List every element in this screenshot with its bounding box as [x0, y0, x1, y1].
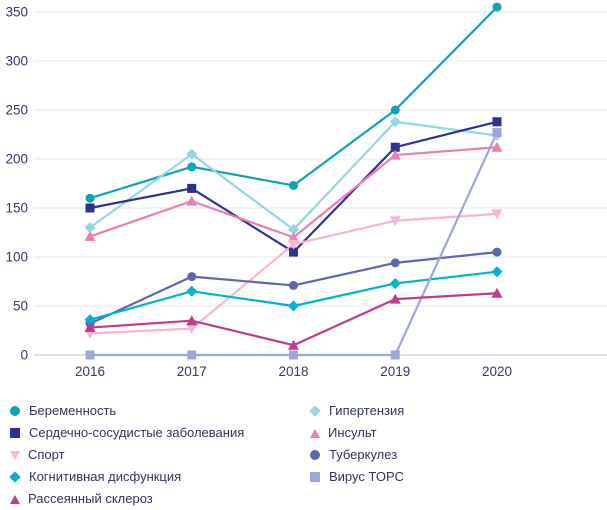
- legend-label: Сердечно-сосудистые заболевания: [29, 425, 245, 440]
- data-point-series-6[interactable]: [288, 300, 299, 312]
- legend-label: Инсульт: [328, 425, 377, 440]
- diamond-marker-icon: [309, 405, 321, 417]
- legend-label: Вирус ТОРС: [329, 469, 404, 484]
- data-point-series-2[interactable]: [85, 203, 95, 213]
- data-point-series-4[interactable]: [186, 324, 198, 335]
- circle-marker-icon: [310, 450, 320, 460]
- y-tick-label: 300: [5, 54, 28, 69]
- y-tick-label: 150: [5, 201, 28, 216]
- circle-marker-icon: [10, 406, 20, 416]
- diamond-marker-icon: [9, 471, 21, 483]
- data-point-series-5[interactable]: [492, 247, 502, 257]
- legend-label: Когнитивная дисфункция: [29, 469, 182, 484]
- data-point-series-8[interactable]: [491, 287, 503, 298]
- data-point-series-3[interactable]: [491, 141, 503, 152]
- data-point-series-1[interactable]: [288, 224, 299, 236]
- triangle-up-marker-icon: [310, 428, 320, 438]
- data-point-series-6[interactable]: [491, 266, 503, 278]
- data-point-series-2[interactable]: [187, 183, 197, 193]
- data-point-series-1[interactable]: [84, 222, 96, 234]
- legend-item-7[interactable]: Вирус ТОРС: [310, 466, 600, 488]
- data-point-series-8[interactable]: [186, 315, 198, 326]
- square-marker-icon: [10, 428, 20, 438]
- data-point-series-7[interactable]: [289, 350, 298, 360]
- x-tick-label: 2018: [278, 364, 308, 379]
- legend-item-8[interactable]: Рассеянный склероз: [10, 488, 310, 510]
- x-tick-label: 2020: [482, 364, 512, 379]
- data-point-series-2[interactable]: [289, 247, 298, 257]
- x-tick-label: 2019: [380, 364, 410, 379]
- data-point-series-0[interactable]: [187, 162, 197, 172]
- square-marker-icon: [310, 472, 320, 482]
- data-point-series-7[interactable]: [492, 128, 502, 138]
- legend-label: Рассеянный склероз: [28, 491, 153, 506]
- chart-canvas: 0 50 100 150 200 250 300 350 2016 2017 2018 2019 202…: [5, 2, 607, 379]
- x-tick-label: 2017: [177, 364, 207, 379]
- legend-item-3[interactable]: Инсульт: [310, 422, 600, 444]
- data-point-series-7[interactable]: [390, 350, 400, 360]
- legend-label: Беременность: [29, 403, 117, 418]
- data-point-series-5[interactable]: [289, 280, 298, 290]
- data-point-series-8[interactable]: [288, 339, 299, 350]
- data-point-series-4[interactable]: [491, 209, 503, 220]
- data-point-series-7[interactable]: [85, 350, 95, 360]
- triangle-down-marker-icon: [10, 450, 20, 460]
- data-point-series-4[interactable]: [288, 239, 299, 250]
- data-point-series-3[interactable]: [389, 149, 401, 160]
- legend-item-0[interactable]: Беременность: [10, 400, 310, 422]
- legend-label: Туберкулез: [329, 447, 398, 462]
- legend-item-6[interactable]: Когнитивная дисфункция: [9, 466, 310, 488]
- legend-item-2[interactable]: Сердечно-сосудистые заболевания: [10, 422, 310, 444]
- y-tick-label: 250: [5, 103, 28, 118]
- data-point-series-5[interactable]: [187, 272, 197, 282]
- data-point-series-3[interactable]: [288, 231, 299, 242]
- data-point-series-0[interactable]: [390, 105, 400, 115]
- legend-label: Спорт: [28, 447, 65, 462]
- data-point-series-6[interactable]: [84, 314, 96, 326]
- data-point-series-1[interactable]: [389, 116, 401, 128]
- data-point-series-3[interactable]: [84, 230, 96, 241]
- data-point-series-6[interactable]: [186, 285, 198, 297]
- data-point-series-6[interactable]: [389, 277, 401, 289]
- data-point-series-2[interactable]: [492, 117, 502, 127]
- chart-legend: Беременность Гипертензия Сердечно-сосудист…: [0, 390, 607, 510]
- y-tick-label: 350: [5, 5, 28, 20]
- series-line-3: [88, 146, 499, 239]
- legend-item-1[interactable]: Гипертензия: [309, 400, 600, 422]
- data-point-series-4[interactable]: [389, 216, 401, 227]
- data-point-series-0[interactable]: [85, 193, 95, 203]
- y-tick-label: 0: [20, 348, 28, 363]
- data-point-series-0[interactable]: [492, 2, 502, 12]
- series-line-0: [88, 5, 499, 200]
- y-tick-label: 100: [5, 250, 28, 265]
- data-point-series-5[interactable]: [390, 258, 400, 268]
- legend-item-4[interactable]: Спорт: [10, 444, 310, 466]
- data-point-series-3[interactable]: [186, 195, 198, 206]
- y-tick-label: 50: [13, 299, 28, 314]
- data-point-series-2[interactable]: [390, 142, 400, 152]
- legend-item-5[interactable]: Туберкулез: [310, 444, 600, 466]
- data-point-series-0[interactable]: [289, 180, 298, 190]
- line-chart: 0 50 100 150 200 250 300 350 2016 2017 2018 2019 202…: [5, 2, 607, 506]
- data-point-series-8[interactable]: [389, 293, 401, 304]
- y-tick-label: 200: [5, 152, 28, 167]
- data-point-series-1[interactable]: [186, 148, 198, 160]
- x-tick-label: 2016: [75, 364, 105, 379]
- legend-label: Гипертензия: [329, 403, 405, 418]
- data-point-series-7[interactable]: [187, 350, 197, 360]
- data-point-series-8[interactable]: [84, 322, 96, 333]
